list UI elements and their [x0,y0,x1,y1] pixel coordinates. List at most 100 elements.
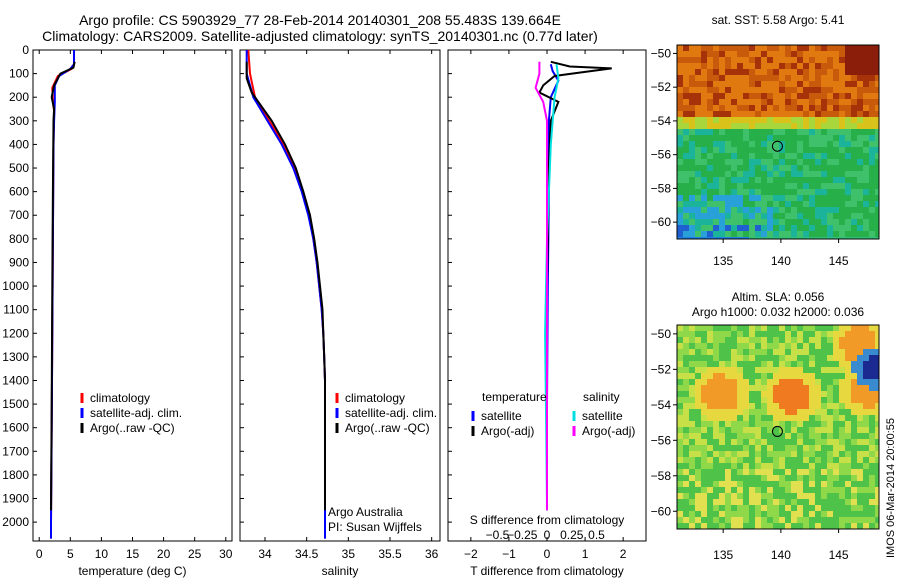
map-cell [851,361,857,367]
map-cell [869,195,875,201]
map-cell [701,135,707,141]
map-cell [821,129,827,135]
map-cell [731,93,737,99]
map-cell [755,349,761,355]
map-cell [839,349,845,355]
map-cell [863,373,869,379]
map-cell [773,457,779,463]
map-cell [851,493,857,499]
map-cell [683,153,689,159]
map-cell [743,159,749,165]
map-cell [845,57,851,63]
map-cell [779,57,785,63]
map-cell [761,117,767,123]
map-cell [701,355,707,361]
map-cell [821,505,827,511]
map-cell [851,213,857,219]
map-cell [845,159,851,165]
map-cell [701,141,707,147]
map-cell [719,505,725,511]
map-cell [845,135,851,141]
map-cell [857,403,863,409]
map-cell [677,523,683,529]
map-cell [815,75,821,81]
map-cell [689,75,695,81]
map-cell [779,99,785,105]
map-cell [809,403,815,409]
map-cell [767,367,773,373]
map-cell [833,415,839,421]
map-cell [677,427,683,433]
map-cell [845,93,851,99]
map-cell [677,331,683,337]
map-cell [695,135,701,141]
map-cell [869,451,875,457]
map-cell [815,51,821,57]
map-cell [713,201,719,207]
map-cell [797,523,803,529]
y-tick-label: 900 [9,255,29,269]
map-cell [821,361,827,367]
map-x-tick-label: 140 [771,548,791,562]
map-cell [869,439,875,445]
map-cell [773,331,779,337]
map-cell [815,45,821,51]
map-cell [755,403,761,409]
map-cell [797,195,803,201]
map-cell [677,141,683,147]
map-cell [725,481,731,487]
map-cell [719,99,725,105]
map-cell [725,457,731,463]
map-cell [857,391,863,397]
map-cell [845,153,851,159]
map-cell [749,487,755,493]
map-cell [737,427,743,433]
map-cell [809,331,815,337]
map-cell [833,213,839,219]
map-cell [731,421,737,427]
map-cell [845,201,851,207]
map-cell [779,105,785,111]
map-cell [797,213,803,219]
map-cell [677,177,683,183]
map-cell [791,355,797,361]
map-cell [803,451,809,457]
map-cell [785,81,791,87]
map-cell [731,367,737,373]
map-cell [713,493,719,499]
map-cell [707,355,713,361]
map-cell [737,331,743,337]
map-cell [875,159,881,165]
map-cell [707,421,713,427]
top-scale-tick-label: −0.25 [507,528,538,542]
map-cell [779,349,785,355]
map-cell [767,51,773,57]
map-cell [707,201,713,207]
map-cell [761,147,767,153]
map-cell [821,45,827,51]
map-cell [875,433,881,439]
map-cell [719,475,725,481]
map-cell [749,349,755,355]
map-cell [845,373,851,379]
map-cell [815,111,821,117]
map-cell [779,159,785,165]
map-cell [719,415,725,421]
map-cell [815,123,821,129]
map-cell [803,225,809,231]
map-cell [701,81,707,87]
map-cell [683,165,689,171]
map-cell [845,385,851,391]
map-cell [737,123,743,129]
map-cell [833,231,839,237]
map-cell [761,505,767,511]
map-cell [821,51,827,57]
y-tick-label: 700 [9,208,29,222]
map-cell [719,421,725,427]
map-cell [833,433,839,439]
map-cell [851,433,857,439]
map-cell [869,111,875,117]
map-cell [851,403,857,409]
map-cell [785,457,791,463]
map-cell [875,177,881,183]
